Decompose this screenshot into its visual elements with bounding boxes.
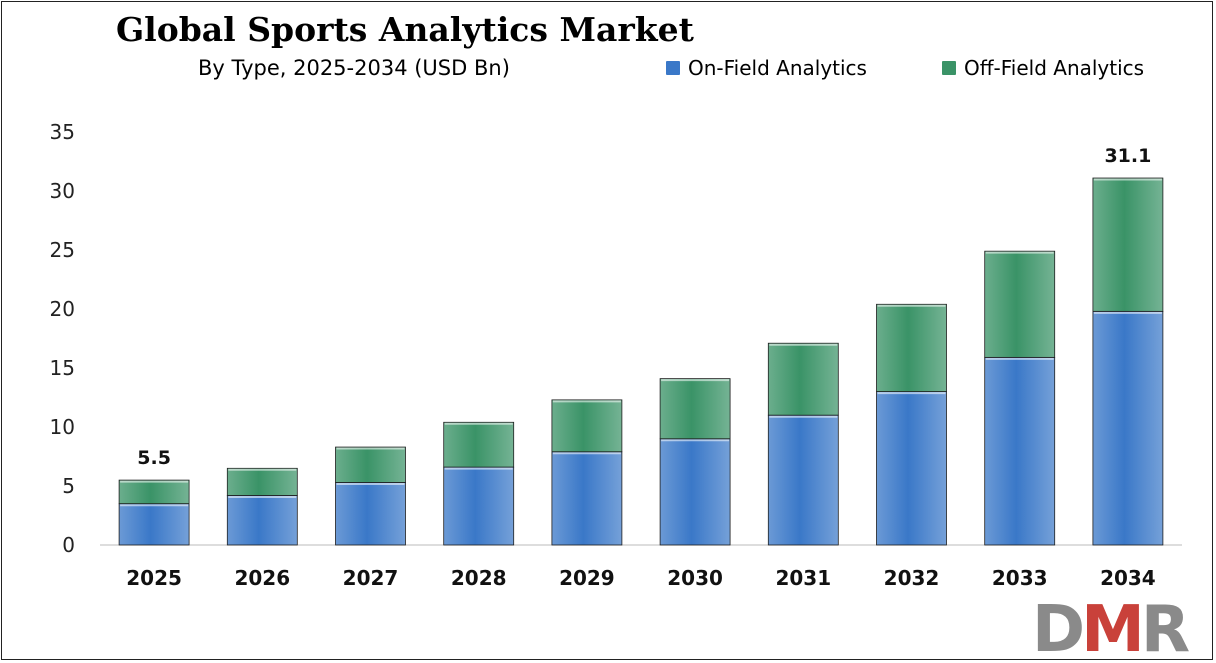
- y-tick-label: 10: [50, 415, 75, 439]
- x-tick-label: 2028: [451, 566, 507, 590]
- bar-on-field-2033: [984, 356, 1056, 546]
- chart-subtitle: By Type, 2025-2034 (USD Bn): [198, 56, 510, 80]
- y-tick-label: 25: [50, 238, 75, 262]
- bar-on-field-2027: [335, 482, 406, 546]
- x-tick-label: 2030: [667, 566, 723, 590]
- bar-off-field-2034: [1092, 177, 1164, 312]
- legend-swatch-off-field: [942, 61, 956, 75]
- x-tick-label: 2034: [1100, 566, 1156, 590]
- data-label-2034: 31.1: [1104, 145, 1151, 167]
- y-tick-label: 35: [50, 120, 75, 144]
- bar-off-field-2030: [659, 378, 731, 440]
- bar-on-field-2030: [659, 438, 731, 546]
- bar-on-field-2032: [876, 391, 947, 546]
- bar-off-field-2032: [876, 303, 947, 392]
- bar-on-field-2026: [226, 495, 298, 546]
- x-tick-label: 2029: [559, 566, 615, 590]
- x-tick-label: 2026: [234, 566, 290, 590]
- legend-label-off-field: Off-Field Analytics: [964, 56, 1145, 80]
- bar-off-field-2029: [551, 399, 623, 453]
- x-tick-label: 2031: [775, 566, 831, 590]
- bar-on-field-2034: [1092, 310, 1164, 546]
- bar-on-field-2031: [767, 414, 839, 546]
- y-tick-label: 30: [50, 179, 75, 203]
- bar-on-field-2028: [443, 466, 515, 546]
- x-tick-label: 2032: [884, 566, 940, 590]
- bar-off-field-2026: [226, 467, 298, 496]
- bar-off-field-2027: [335, 446, 406, 483]
- legend-item-on-field: On-Field Analytics: [666, 56, 867, 80]
- x-tick-label: 2025: [126, 566, 182, 590]
- bar-on-field-2029: [551, 451, 623, 546]
- chart-title: Global Sports Analytics Market: [116, 10, 694, 49]
- legend-item-off-field: Off-Field Analytics: [942, 56, 1144, 80]
- legend-swatch-on-field: [666, 61, 680, 75]
- bar-off-field-2031: [767, 342, 839, 416]
- x-tick-label: 2033: [992, 566, 1048, 590]
- bar-off-field-2025: [118, 479, 190, 505]
- x-tick-label: 2027: [343, 566, 399, 590]
- y-tick-label: 20: [50, 297, 75, 321]
- bar-on-field-2025: [118, 503, 190, 546]
- y-tick-label: 0: [62, 533, 75, 557]
- bar-off-field-2028: [443, 421, 515, 468]
- y-tick-label: 5: [62, 474, 75, 498]
- legend-label-on-field: On-Field Analytics: [688, 56, 867, 80]
- data-label-2025: 5.5: [137, 447, 171, 469]
- bar-off-field-2033: [984, 250, 1056, 358]
- y-tick-label: 15: [50, 356, 75, 380]
- chart-legend: On-Field Analytics Off-Field Analytics: [0, 56, 1216, 86]
- dmr-logo: DMR: [1032, 601, 1190, 659]
